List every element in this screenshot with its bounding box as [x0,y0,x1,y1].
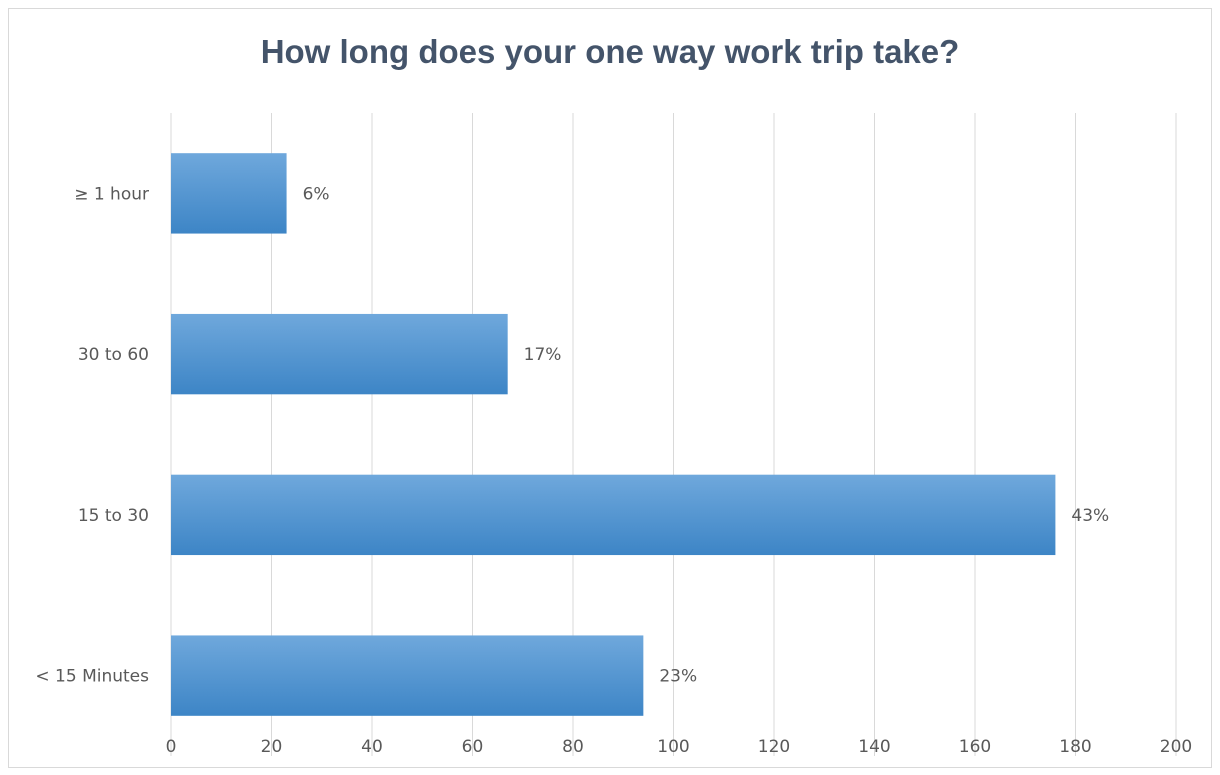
x-tick-label: 120 [758,737,790,757]
category-label: 15 to 30 [78,506,149,526]
x-tick-label: 20 [261,737,283,757]
category-label: ≥ 1 hour [74,184,149,204]
x-tick-label: 100 [657,737,689,757]
category-label: < 15 Minutes [35,667,149,687]
x-tick-label: 0 [166,737,177,757]
category-label: 30 to 60 [78,345,149,365]
data-label: 17% [524,345,562,365]
bar-1 [171,474,1056,556]
x-tick-label: 140 [858,737,890,757]
x-tick-label: 40 [361,737,383,757]
data-label: 6% [303,184,330,204]
data-label: 23% [659,667,697,687]
x-tick-label: 200 [1160,737,1192,757]
x-tick-label: 160 [959,737,991,757]
bar-3 [171,153,287,234]
x-tick-label: 180 [1059,737,1091,757]
bar-0 [171,635,644,716]
x-tick-label: 80 [562,737,584,757]
x-tick-label: 60 [462,737,484,757]
data-label: 43% [1071,506,1109,526]
labels: 0 20 40 60 80 100 120 140 160 180 200 < 15 Minutes 2… [35,184,1192,757]
bar-2 [171,313,508,395]
bars [171,153,1056,716]
chart-title: How long does your one way work trip tak… [260,33,960,70]
